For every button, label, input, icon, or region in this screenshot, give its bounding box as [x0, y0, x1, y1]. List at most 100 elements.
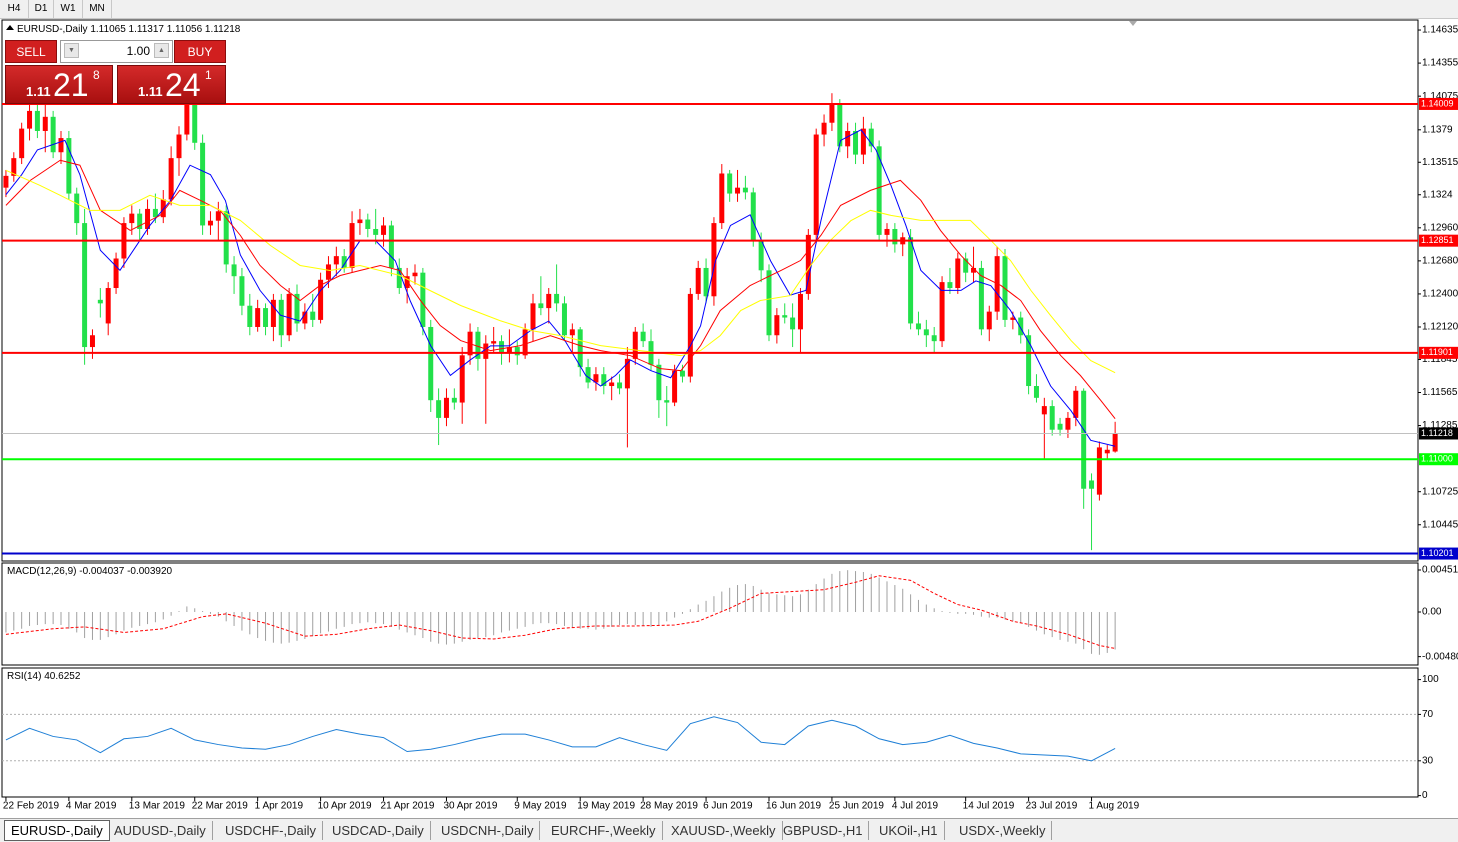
- price-point: 8: [93, 68, 100, 82]
- candle-body: [868, 128, 874, 147]
- timeframe-toolbar: H4 D1 W1 MN: [0, 0, 1458, 19]
- candle-body: [381, 225, 387, 235]
- price-point: 1: [205, 68, 212, 82]
- chart-tab[interactable]: USDX-,Weekly: [953, 821, 1053, 840]
- sell-price[interactable]: 1.11 21 8: [5, 65, 113, 104]
- candle-body: [1057, 423, 1063, 430]
- candle-body: [1041, 406, 1047, 415]
- timeframe-button[interactable]: H4: [0, 0, 29, 18]
- candle-body: [837, 105, 843, 147]
- candle-body: [11, 158, 17, 176]
- symbol: EURUSD-,Daily: [17, 24, 88, 35]
- y-tick-label: 1.14075: [1422, 91, 1458, 102]
- candle-body: [963, 258, 969, 273]
- candle-body: [1104, 449, 1110, 454]
- candle-body: [687, 293, 693, 377]
- level-label: 1.11901: [1421, 347, 1453, 357]
- candle-body: [1112, 433, 1118, 452]
- timeframe-button[interactable]: W1: [54, 0, 83, 18]
- level-label-box: [1419, 97, 1458, 110]
- level-label: 1.14009: [1421, 98, 1454, 108]
- x-tick-label: 19 May 2019: [577, 801, 635, 812]
- candle-body: [231, 264, 237, 277]
- x-tick-label: 1 Apr 2019: [255, 801, 304, 812]
- x-tick-label: 23 Jul 2019: [1026, 801, 1078, 812]
- candle-body: [853, 130, 859, 155]
- candle-body: [790, 317, 796, 330]
- chart-tab[interactable]: USDCAD-,Daily: [326, 821, 431, 840]
- chart-tab[interactable]: AUDUSD-,Daily: [108, 821, 213, 840]
- chart-tab[interactable]: USDCNH-,Daily: [435, 821, 541, 840]
- candle-body: [530, 303, 536, 330]
- timeframe-button[interactable]: D1: [29, 0, 54, 18]
- price-prefix: 1.11: [26, 84, 51, 99]
- rsi-header: RSI(14) 40.6252: [7, 671, 81, 682]
- open-readout: 1.11065: [90, 24, 126, 35]
- candle-body: [215, 211, 221, 221]
- x-tick-label: 13 Mar 2019: [129, 801, 186, 812]
- candle-body: [609, 382, 615, 387]
- candle-body: [695, 267, 701, 294]
- candle-body: [947, 282, 953, 289]
- moving-average: [5, 159, 1116, 420]
- candle-body: [451, 397, 457, 403]
- candle-body: [278, 299, 284, 336]
- candle-body: [1049, 406, 1055, 430]
- buy-price[interactable]: 1.11 24 1: [117, 65, 226, 104]
- level-label-box: [1419, 453, 1458, 466]
- timeframe-button[interactable]: MN: [83, 0, 112, 18]
- signal-readout: -0.003920: [127, 566, 172, 577]
- candle-body: [860, 128, 866, 155]
- sell-button[interactable]: SELL: [5, 40, 57, 63]
- candle-body: [286, 293, 292, 336]
- chart-tab[interactable]: USDCHF-,Daily: [219, 821, 323, 840]
- candle-body: [168, 158, 174, 200]
- y-tick-label: 1.1379: [1422, 124, 1453, 135]
- chart-tab[interactable]: XAUUSD-,Weekly: [665, 821, 783, 840]
- candle-body: [129, 213, 135, 224]
- candle-body: [797, 293, 803, 330]
- candle-body: [876, 146, 882, 235]
- one-click-trading: SELL 1.00 ▼ ▲ BUY 1.11 21 8 1.11 24 1: [5, 40, 226, 104]
- high-readout: 1.11317: [129, 24, 165, 35]
- candle-body: [1089, 480, 1095, 489]
- chart-tab[interactable]: EURCHF-,Weekly: [545, 821, 663, 840]
- candle-body: [373, 228, 379, 235]
- candle-body: [624, 358, 630, 389]
- candle-body: [845, 130, 851, 147]
- lot-down[interactable]: ▼: [64, 43, 79, 58]
- chart-tab[interactable]: GBPUSD-,H1: [777, 821, 870, 840]
- candle-body: [3, 175, 9, 188]
- candle-body: [1026, 335, 1032, 387]
- candle-body: [349, 223, 355, 268]
- candle-body: [388, 225, 394, 268]
- candle-body: [270, 299, 276, 327]
- candle-body: [711, 223, 717, 297]
- x-tick-label: 30 Apr 2019: [443, 801, 497, 812]
- y-tick-label: 1.14355: [1422, 58, 1458, 69]
- collapse-arrow[interactable]: [6, 25, 14, 30]
- lot-up[interactable]: ▲: [154, 43, 169, 58]
- candle-body: [459, 355, 465, 403]
- buy-button[interactable]: BUY: [174, 40, 226, 63]
- candle-body: [137, 213, 143, 229]
- candle-body: [341, 256, 347, 268]
- candle-body: [829, 105, 835, 123]
- candle-body: [325, 264, 331, 280]
- candle-body: [939, 282, 945, 342]
- x-tick-label: 10 Apr 2019: [318, 801, 372, 812]
- macd-header: MACD(12,26,9) -0.004037 -0.003920: [7, 566, 173, 577]
- price-prefix: 1.11: [138, 84, 163, 99]
- candle-body: [805, 234, 811, 294]
- level-label-box: [1419, 547, 1458, 560]
- candle-body: [569, 329, 575, 336]
- moving-average: [5, 129, 1116, 447]
- chart-tab[interactable]: UKOil-,H1: [873, 821, 945, 840]
- candle-body: [672, 370, 678, 403]
- candle-body: [247, 305, 253, 327]
- lot-input[interactable]: 1.00: [60, 40, 173, 63]
- chart-tab[interactable]: EURUSD-,Daily: [4, 820, 110, 841]
- candle-body: [263, 308, 269, 327]
- candle-body: [522, 329, 528, 356]
